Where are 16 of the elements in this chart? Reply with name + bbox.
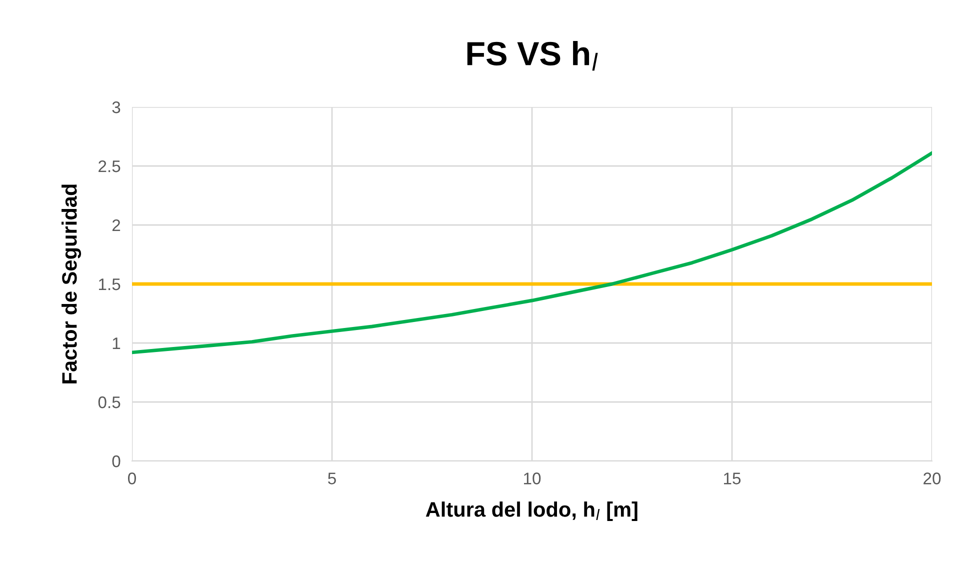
y-tick-label: 0.5 <box>98 396 120 408</box>
x-tick-label: 5 <box>328 472 336 484</box>
x-tick-label: 10 <box>524 472 541 484</box>
x-tick-label: 15 <box>724 472 741 484</box>
y-tick-label: 2.5 <box>98 160 120 172</box>
x-tick-label: 20 <box>924 472 941 484</box>
line-series <box>132 151 932 354</box>
y-tick-label: 1.5 <box>98 278 120 290</box>
x-axis-title: Altura del lodo, h$_{l}$ [m] <box>426 502 638 521</box>
y-tick-label: 0 <box>112 455 120 468</box>
y-axis-title: Factor de Seguridad <box>62 184 82 384</box>
y-tick-label: 3 <box>112 101 120 114</box>
x-tick-label: 0 <box>128 472 136 484</box>
chart-title: FS VS h$_{l}$ <box>467 41 598 71</box>
y-tick-label: 2 <box>112 219 120 232</box>
y-tick-label: 1 <box>112 338 120 350</box>
